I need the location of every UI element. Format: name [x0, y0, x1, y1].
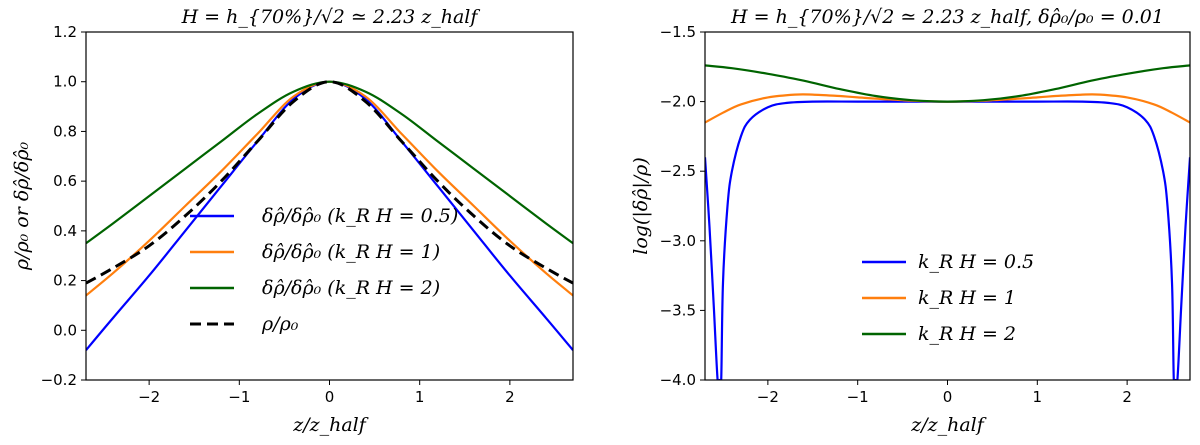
series-line-2	[705, 93, 1190, 124]
x-tick-label: −2	[138, 388, 160, 406]
y-tick-label: −3.0	[660, 232, 696, 250]
y-tick-label: 0.4	[53, 222, 77, 240]
chart-title: H = h_{70%}/√2 ≃ 2.23 z_half	[181, 6, 481, 28]
left-panel: −2 −1 0 1 2 −0.2 0.0 0.2 0.4 0.6 0.8 1.0 1.2 H = h_{7…	[11, 6, 574, 436]
x-tick-label: 2	[505, 388, 515, 406]
legend-label: δρ̂/δρ̂₀ (k_R H = 2)	[262, 277, 440, 299]
y-tick-label: 0.0	[53, 321, 77, 339]
x-tick-label: −2	[757, 388, 779, 406]
legend-label: k_R H = 2	[918, 323, 1016, 345]
y-tick-label: −0.2	[41, 371, 77, 389]
right-panel: −2 −1 0 1 2 −4.0 −3.5 −3.0 −2.5 −2.0 −1.5 H = h_{70…	[630, 6, 1191, 436]
legend: k_R H = 0.5 k_R H = 1 k_R H = 2	[862, 251, 1034, 345]
x-tick-label: 2	[1122, 388, 1132, 406]
legend: δρ̂/δρ̂₀ (k_R H = 0.5) δρ̂/δρ̂₀ (k_R H = …	[190, 205, 458, 335]
x-axis-label: z/z_half	[292, 414, 369, 436]
x-tick-label: 0	[325, 388, 335, 406]
plot-area	[86, 80, 573, 351]
legend-label: δρ̂/δρ̂₀ (k_R H = 0.5)	[262, 205, 458, 227]
x-axis-label: z/z_half	[910, 414, 987, 436]
y-tick-label: −4.0	[660, 371, 696, 389]
y-tick-label: −1.5	[660, 23, 696, 41]
y-tick-label: −3.5	[660, 301, 696, 319]
legend-label: k_R H = 0.5	[918, 251, 1034, 273]
y-axis-label: log(|δρ̂|/ρ)	[630, 157, 652, 255]
plot-area	[705, 64, 1190, 380]
legend-label: k_R H = 1	[918, 287, 1016, 309]
y-tick-label: 0.6	[53, 172, 77, 190]
legend-label: δρ̂/δρ̂₀ (k_R H = 1)	[262, 241, 440, 263]
y-tick-label: −2.5	[660, 162, 696, 180]
y-tick-label: 0.8	[53, 122, 77, 140]
x-tick-label: 0	[943, 388, 953, 406]
series-line-4	[86, 80, 573, 285]
x-tick-label: 1	[415, 388, 425, 406]
y-tick-label: 1.0	[53, 73, 77, 91]
x-tick-label: 1	[1033, 388, 1043, 406]
chart-title: H = h_{70%}/√2 ≃ 2.23 z_half, δρ̂₀/ρ₀ = …	[730, 6, 1164, 28]
x-tick-label: −1	[228, 388, 250, 406]
y-tick-label: 0.2	[53, 272, 77, 290]
legend-label: ρ/ρ₀	[261, 313, 299, 335]
y-tick-label: −2.0	[660, 93, 696, 111]
y-tick-label: 1.2	[53, 23, 77, 41]
x-tick-label: −1	[847, 388, 869, 406]
y-axis-label: ρ/ρ₀ or δρ̂/δρ̂₀	[11, 142, 33, 272]
series-line-3	[86, 80, 573, 245]
series-line-3	[705, 64, 1190, 103]
